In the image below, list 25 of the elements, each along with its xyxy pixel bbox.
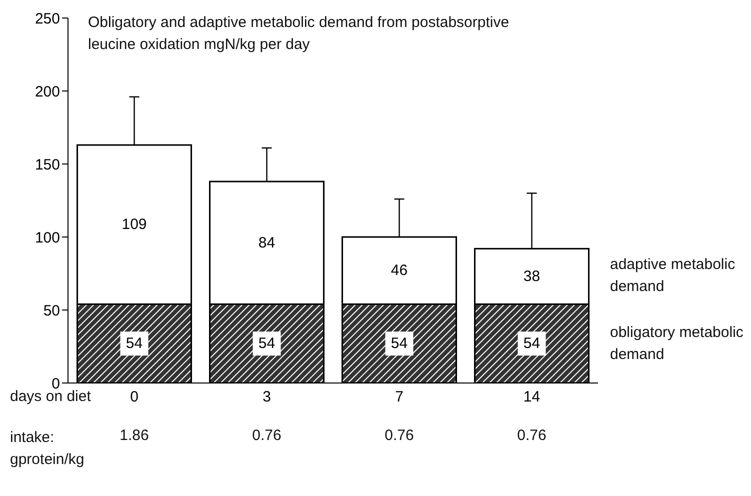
data-label: 46 <box>390 262 408 280</box>
data-label: 54 <box>390 335 408 352</box>
text: 0.76 <box>384 427 415 444</box>
y-tick-label: 250 <box>34 10 60 28</box>
y-tick-label: 150 <box>34 156 60 174</box>
y-tick-label: 50 <box>43 302 60 320</box>
text: intake: gprotein/kg <box>10 428 86 470</box>
x-tick-label: 3 <box>262 388 271 406</box>
data-label: 109 <box>122 216 147 234</box>
text: Obligatory and adaptive metabolic demand from postabsorptive leucine oxidation mgN/kg per day <box>88 13 510 55</box>
text: 0.76 <box>516 427 548 444</box>
data-label: 38 <box>523 268 540 285</box>
x-tick-label: 0 <box>130 388 138 406</box>
y-tick-label: 100 <box>34 229 60 246</box>
data-label: 54 <box>258 335 276 352</box>
data-label: 84 <box>258 234 276 252</box>
series-label: obligatory metabolic demand <box>610 322 744 365</box>
series-label: adaptive metabolic demand <box>610 255 736 298</box>
x-tick-label: 7 <box>395 388 404 406</box>
data-label: 54 <box>523 335 540 352</box>
y-tick-label: 200 <box>34 83 60 100</box>
x-tick-label: 14 <box>523 388 540 406</box>
text: 0.76 <box>251 427 282 444</box>
data-label: 54 <box>126 335 143 352</box>
text: 1.86 <box>118 427 150 444</box>
